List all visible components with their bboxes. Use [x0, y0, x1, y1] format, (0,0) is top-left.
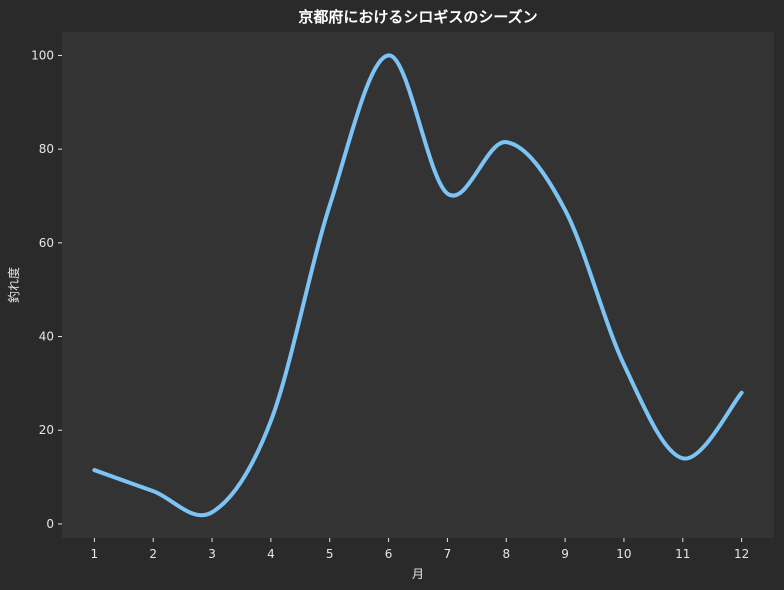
series-line	[92, 53, 744, 518]
x-tick-label: 10	[616, 547, 631, 561]
x-tick-label: 8	[502, 547, 510, 561]
x-tick-label: 9	[561, 547, 569, 561]
x-axis: 1 2 3 4 5 6 7 8 9 10 11 12	[91, 538, 749, 561]
x-tick-label: 4	[267, 547, 275, 561]
y-tick-label: 20	[39, 423, 54, 437]
chart-title: 京都府におけるシロギスのシーズン	[298, 8, 537, 26]
y-tick-label: 0	[46, 517, 54, 531]
x-tick-label: 11	[675, 547, 690, 561]
y-tick-label: 100	[31, 48, 54, 62]
y-axis: 0 20 40 60 80 100	[31, 48, 62, 531]
y-tick-label: 60	[39, 236, 54, 250]
plot-area	[62, 32, 774, 538]
series-layer	[92, 53, 744, 518]
x-tick-label: 12	[734, 547, 749, 561]
x-tick-label: 7	[444, 547, 452, 561]
x-tick-label: 2	[149, 547, 157, 561]
y-tick-label: 40	[39, 330, 54, 344]
y-axis-label: 釣れ度	[6, 267, 21, 303]
x-axis-label: 月	[412, 567, 424, 581]
x-tick-label: 1	[91, 547, 99, 561]
x-tick-label: 5	[326, 547, 334, 561]
x-tick-label: 6	[385, 547, 393, 561]
y-tick-label: 80	[39, 142, 54, 156]
x-tick-label: 3	[208, 547, 216, 561]
